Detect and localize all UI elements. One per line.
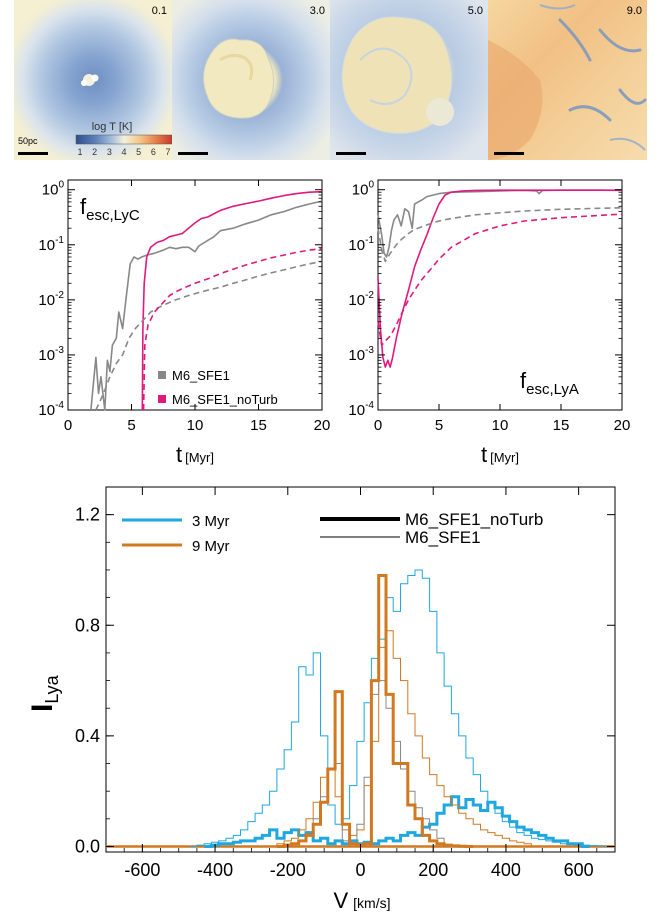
legend-label: 9 Myr [192, 538, 230, 555]
x-tick-label: 5 [127, 417, 135, 434]
x-tick-label: 20 [614, 417, 631, 434]
panel-time-label: 3.0 [310, 5, 325, 17]
scalebar [336, 152, 366, 155]
x-tick-label: 20 [314, 417, 331, 434]
y-tick-label: 0.4 [75, 726, 100, 746]
chart-label: fesc,LyA [520, 368, 579, 398]
colorbar-tick-label: 4 [121, 147, 126, 157]
scalebar [494, 152, 524, 155]
x-tick-label: 5 [435, 417, 443, 434]
colorbar-tick-label: 3 [107, 147, 112, 157]
series-line-2 [95, 260, 323, 411]
panel-time-label: 5.0 [468, 5, 483, 17]
scalebar [178, 152, 208, 155]
colorbar-tick-label: 2 [92, 147, 97, 157]
colorbar-strip [75, 134, 173, 145]
legend-label: 3 Myr [192, 513, 230, 530]
x-tick-label: 0 [64, 417, 72, 434]
legend-label: M6_SFE1 [172, 368, 230, 383]
colorbar-tick-label: 1 [77, 147, 82, 157]
panel-time-label: 9.0 [627, 5, 642, 17]
y-tick-label: 10-2 [348, 290, 374, 309]
series-line-0 [90, 200, 323, 411]
spectrum-series-1 [204, 795, 590, 848]
legend: 3 Myr 9 Myr M6_SFE1_noTurb M6_SFE1 [122, 510, 543, 555]
lyc-escape-chart: 0 5 10 15 20 100 10-1 10-2 10-3 10-4 fesc,LyC M6… [38, 179, 331, 467]
x-axis-label: V [km/s] [333, 888, 390, 913]
series-line-1 [141, 190, 323, 411]
series-line-0 [377, 189, 623, 258]
legend-label: M6_SFE1_noTurb [172, 392, 278, 407]
x-axis-label: t [Myr] [481, 442, 519, 467]
series-line-1 [377, 189, 622, 368]
legend-swatch [158, 395, 166, 403]
y-tick-label: 10-3 [38, 345, 64, 364]
plot-frame [377, 179, 623, 411]
y-tick-label: 1.2 [75, 505, 100, 525]
scalebar-label: 50pc [18, 136, 38, 146]
legend: M6_SFE1 M6_SFE1_noTurb [158, 368, 278, 407]
spectrum-series-4 [276, 574, 474, 848]
y-tick-label: 100 [352, 180, 375, 199]
y-axis-label: ILya [26, 674, 62, 712]
y-tick-label: 0.0 [75, 836, 100, 856]
x-tick-label: 15 [250, 417, 267, 434]
image-panel-2: 5.0 [330, 0, 488, 160]
series-line-2 [377, 207, 623, 263]
x-tick-label: -200 [270, 860, 306, 880]
x-tick-label: 400 [491, 860, 521, 880]
x-tick-label: -400 [197, 860, 233, 880]
panel-time-label: 0.1 [152, 5, 167, 17]
colorbar-tick-label: 5 [136, 147, 141, 157]
colorbar-tick-label: 6 [151, 147, 156, 157]
y-tick-label: 10-1 [38, 235, 64, 254]
x-tick-label: 200 [418, 860, 448, 880]
y-tick-label: 10-4 [38, 400, 64, 419]
x-tick-label: 600 [564, 860, 594, 880]
x-tick-label: 10 [187, 417, 204, 434]
y-tick-label: 100 [42, 180, 65, 199]
spectrum-series-3 [284, 680, 452, 847]
legend-label: M6_SFE1 [405, 528, 481, 547]
colorbar-tick-label: 7 [165, 147, 170, 157]
series-line-3 [377, 213, 623, 347]
x-tick-label: -600 [124, 860, 160, 880]
colorbar-title: log T [K] [92, 121, 133, 133]
y-tick-label: 10-3 [348, 345, 374, 364]
lya-escape-chart: 0 5 10 15 20 100 10-1 10-2 10-3 10-4 fesc,LyA t[… [348, 179, 631, 467]
legend-swatch [158, 371, 166, 379]
lya-spectrum-chart: -600 -400 -200 0 200 400 600 0.0 0.4 0.8 1.2 3 My… [26, 486, 616, 913]
series-line-3 [142, 247, 323, 411]
chart-label: fesc,LyC [80, 194, 140, 224]
image-panel-3: 9.0 [488, 0, 647, 160]
image-panel-1: 3.0 [172, 0, 330, 160]
x-tick-label: 10 [492, 417, 509, 434]
scalebar [18, 152, 48, 155]
x-tick-label: 0 [374, 417, 382, 434]
spectrum-series-0 [189, 569, 612, 847]
legend-label: M6_SFE1_noTurb [405, 510, 543, 529]
x-tick-label: 0 [355, 860, 365, 880]
y-tick-label: 10-1 [348, 235, 374, 254]
y-tick-label: 10-2 [38, 290, 64, 309]
x-axis-label: t [Myr] [176, 442, 214, 467]
plot-frame [105, 486, 616, 853]
x-tick-label: 15 [553, 417, 570, 434]
y-tick-label: 10-4 [348, 400, 374, 419]
y-tick-label: 0.8 [75, 615, 100, 635]
spectrum-series-2 [269, 630, 539, 847]
